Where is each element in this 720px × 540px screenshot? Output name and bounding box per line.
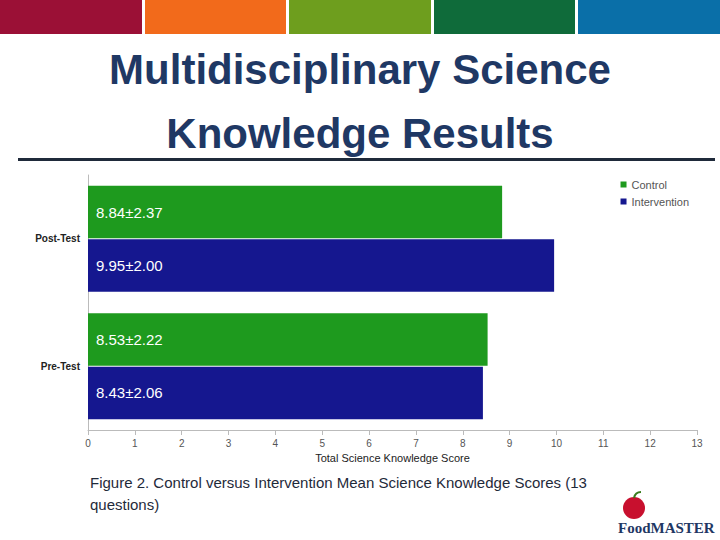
svg-text:Total Science Knowledge Score: Total Science Knowledge Score [315, 452, 470, 464]
svg-text:8.53±2.22: 8.53±2.22 [96, 331, 163, 348]
svg-text:4: 4 [273, 438, 279, 449]
svg-text:7: 7 [413, 438, 419, 449]
svg-text:8: 8 [460, 438, 466, 449]
svg-text:Pre-Test: Pre-Test [41, 361, 81, 372]
svg-text:8.43±2.06: 8.43±2.06 [96, 384, 163, 401]
html-text:Figure 2. Control versus Inter: Figure 2. Control versus Intervention Me… [90, 474, 587, 513]
svg-text:Intervention: Intervention [632, 196, 689, 208]
html-text:Multidisciplinary Science Know: Multidisciplinary Science Knowledge Resu… [109, 46, 611, 157]
svg-text:2: 2 [179, 438, 185, 449]
svg-text:9: 9 [507, 438, 513, 449]
svg-text:8.84±2.37: 8.84±2.37 [96, 204, 163, 221]
svg-text:0: 0 [85, 438, 91, 449]
svg-text:9.95±2.00: 9.95±2.00 [96, 257, 163, 274]
svg-text:3: 3 [226, 438, 232, 449]
svg-text:12: 12 [645, 438, 657, 449]
svg-text:10: 10 [551, 438, 563, 449]
svg-text:Control: Control [632, 179, 667, 191]
html-text:FoodMASTER: FoodMASTER [618, 520, 715, 536]
svg-text:13: 13 [691, 438, 703, 449]
svg-text:Post-Test: Post-Test [35, 233, 80, 244]
svg-text:1: 1 [132, 438, 138, 449]
svg-text:5: 5 [319, 438, 325, 449]
svg-text:11: 11 [598, 438, 609, 449]
svg-text:6: 6 [366, 438, 372, 449]
